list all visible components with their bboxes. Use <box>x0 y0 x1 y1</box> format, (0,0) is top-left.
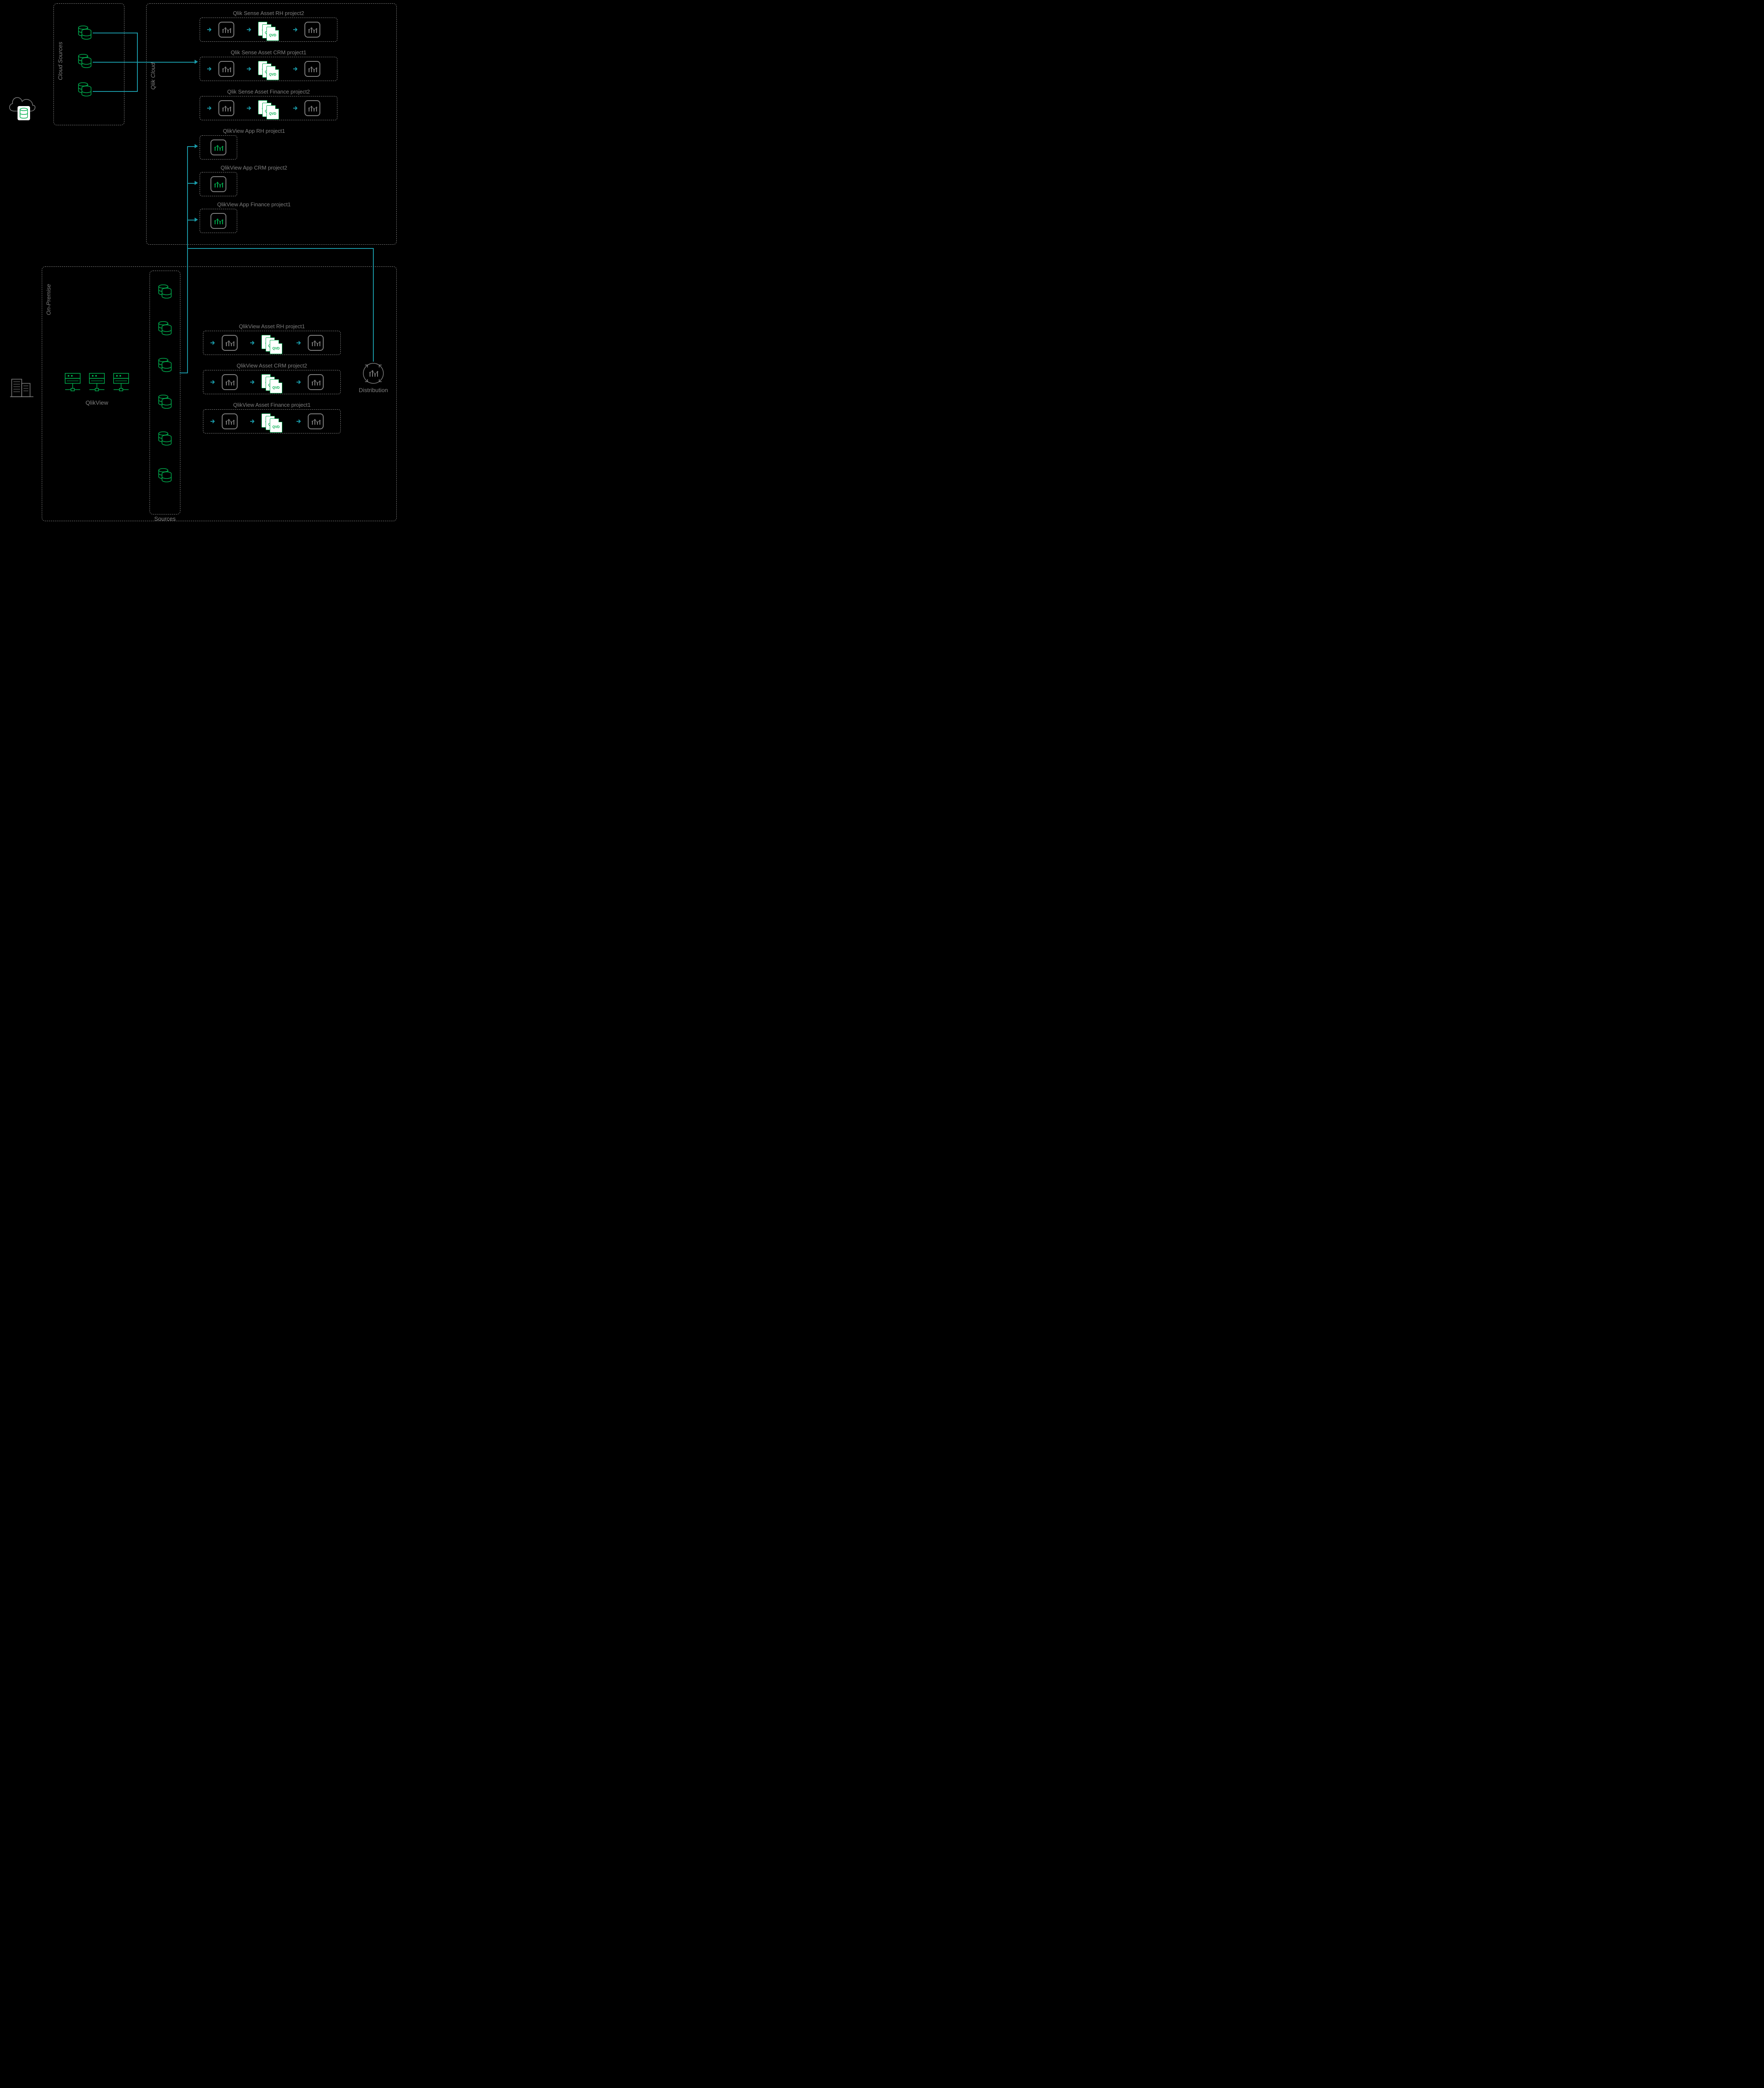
flow-arrow-icon <box>292 66 298 74</box>
on-premise-label: On-Premise <box>45 284 52 315</box>
connector-line <box>137 62 195 63</box>
server-icon <box>112 372 130 390</box>
database-icon <box>157 284 173 300</box>
app-chart-icon <box>222 374 238 390</box>
flow-arrow-icon <box>249 340 255 348</box>
connector-line <box>93 62 138 63</box>
flow-arrow-icon <box>210 340 215 348</box>
app-chart-icon <box>210 139 226 155</box>
pipeline-title: Qlik Sense Asset RH project2 <box>200 10 337 16</box>
qvd-files-icon: QVQVDQVD <box>261 335 282 352</box>
flow-arrow-icon <box>292 27 298 35</box>
database-icon <box>77 82 93 98</box>
pipeline-title: QlikView Asset Finance project1 <box>203 402 341 408</box>
database-icon <box>157 468 173 484</box>
app-chart-icon <box>222 413 238 429</box>
cloud-db-icon <box>18 106 30 120</box>
connector-line <box>180 372 188 373</box>
database-icon <box>157 321 173 337</box>
app-chart-icon <box>218 61 234 77</box>
app-chart-icon <box>304 22 320 38</box>
qvd-files-icon: QVQVDQVD <box>258 61 279 78</box>
qlikview-label: QlikView <box>63 399 130 406</box>
flow-arrow-icon <box>206 27 212 35</box>
app-chart-icon <box>304 100 320 116</box>
pipeline-title: Qlik Sense Asset Finance project2 <box>200 89 337 95</box>
app-chart-icon <box>218 22 234 38</box>
qvd-files-icon: QVQVDQVD <box>258 100 279 117</box>
app-chart-icon <box>308 374 324 390</box>
connector-line <box>187 183 195 184</box>
app-chart-icon <box>210 176 226 192</box>
qvd-files-icon: QVQVDQVD <box>261 374 282 391</box>
database-icon <box>157 394 173 410</box>
connector-line <box>187 146 195 147</box>
flow-arrow-icon <box>206 105 212 113</box>
qvd-files-icon: QVQVDQVD <box>258 22 279 38</box>
app-chart-icon <box>304 61 320 77</box>
connector-line <box>187 248 374 249</box>
flow-arrow-icon <box>292 105 298 113</box>
flow-arrow-icon <box>210 418 215 426</box>
database-icon <box>157 431 173 447</box>
flow-arrow-icon <box>206 66 212 74</box>
app-chart-icon <box>308 413 324 429</box>
connector-line <box>93 91 138 92</box>
connector-line <box>187 146 188 373</box>
sources-label: Sources <box>150 515 180 522</box>
connector-line <box>373 248 374 362</box>
flow-arrow-icon <box>296 379 302 387</box>
server-icon <box>88 372 106 390</box>
flow-arrow-icon <box>210 379 215 387</box>
pipeline-title: QlikView Asset RH project1 <box>203 323 341 329</box>
distribution-label: Distribution <box>354 387 393 393</box>
server-icon <box>63 372 82 390</box>
flow-arrow-icon <box>246 66 252 74</box>
flow-arrow-icon <box>296 340 302 348</box>
flow-arrow-icon <box>246 105 252 113</box>
distribution-icon <box>362 362 384 384</box>
qlik-cloud-label: Qlik Cloud <box>150 63 156 90</box>
app-chart-icon <box>308 335 324 351</box>
pipeline-title: Qlik Sense Asset CRM project1 <box>200 49 337 56</box>
app-chart-icon <box>222 335 238 351</box>
flow-arrow-icon <box>249 418 255 426</box>
database-icon <box>77 53 93 69</box>
building-icon <box>9 376 36 400</box>
pipeline-title: QlikView App CRM project2 <box>200 165 308 171</box>
pipeline-title: QlikView App RH project1 <box>200 128 308 134</box>
pipeline-title: QlikView App Finance project1 <box>200 201 308 208</box>
database-icon <box>157 357 173 373</box>
arrowhead-icon <box>195 181 198 185</box>
app-chart-icon <box>210 213 226 229</box>
flow-arrow-icon <box>296 418 302 426</box>
app-chart-icon <box>218 100 234 116</box>
qvd-files-icon: QVQVDQVD <box>261 413 282 430</box>
cloud-sources-label: Cloud Sources <box>57 42 63 80</box>
arrowhead-icon <box>195 218 198 222</box>
flow-arrow-icon <box>249 379 255 387</box>
arrowhead-icon <box>195 60 198 64</box>
flow-arrow-icon <box>246 27 252 35</box>
database-icon <box>77 25 93 41</box>
arrowhead-icon <box>195 144 198 148</box>
pipeline-title: QlikView Asset CRM project2 <box>203 362 341 369</box>
